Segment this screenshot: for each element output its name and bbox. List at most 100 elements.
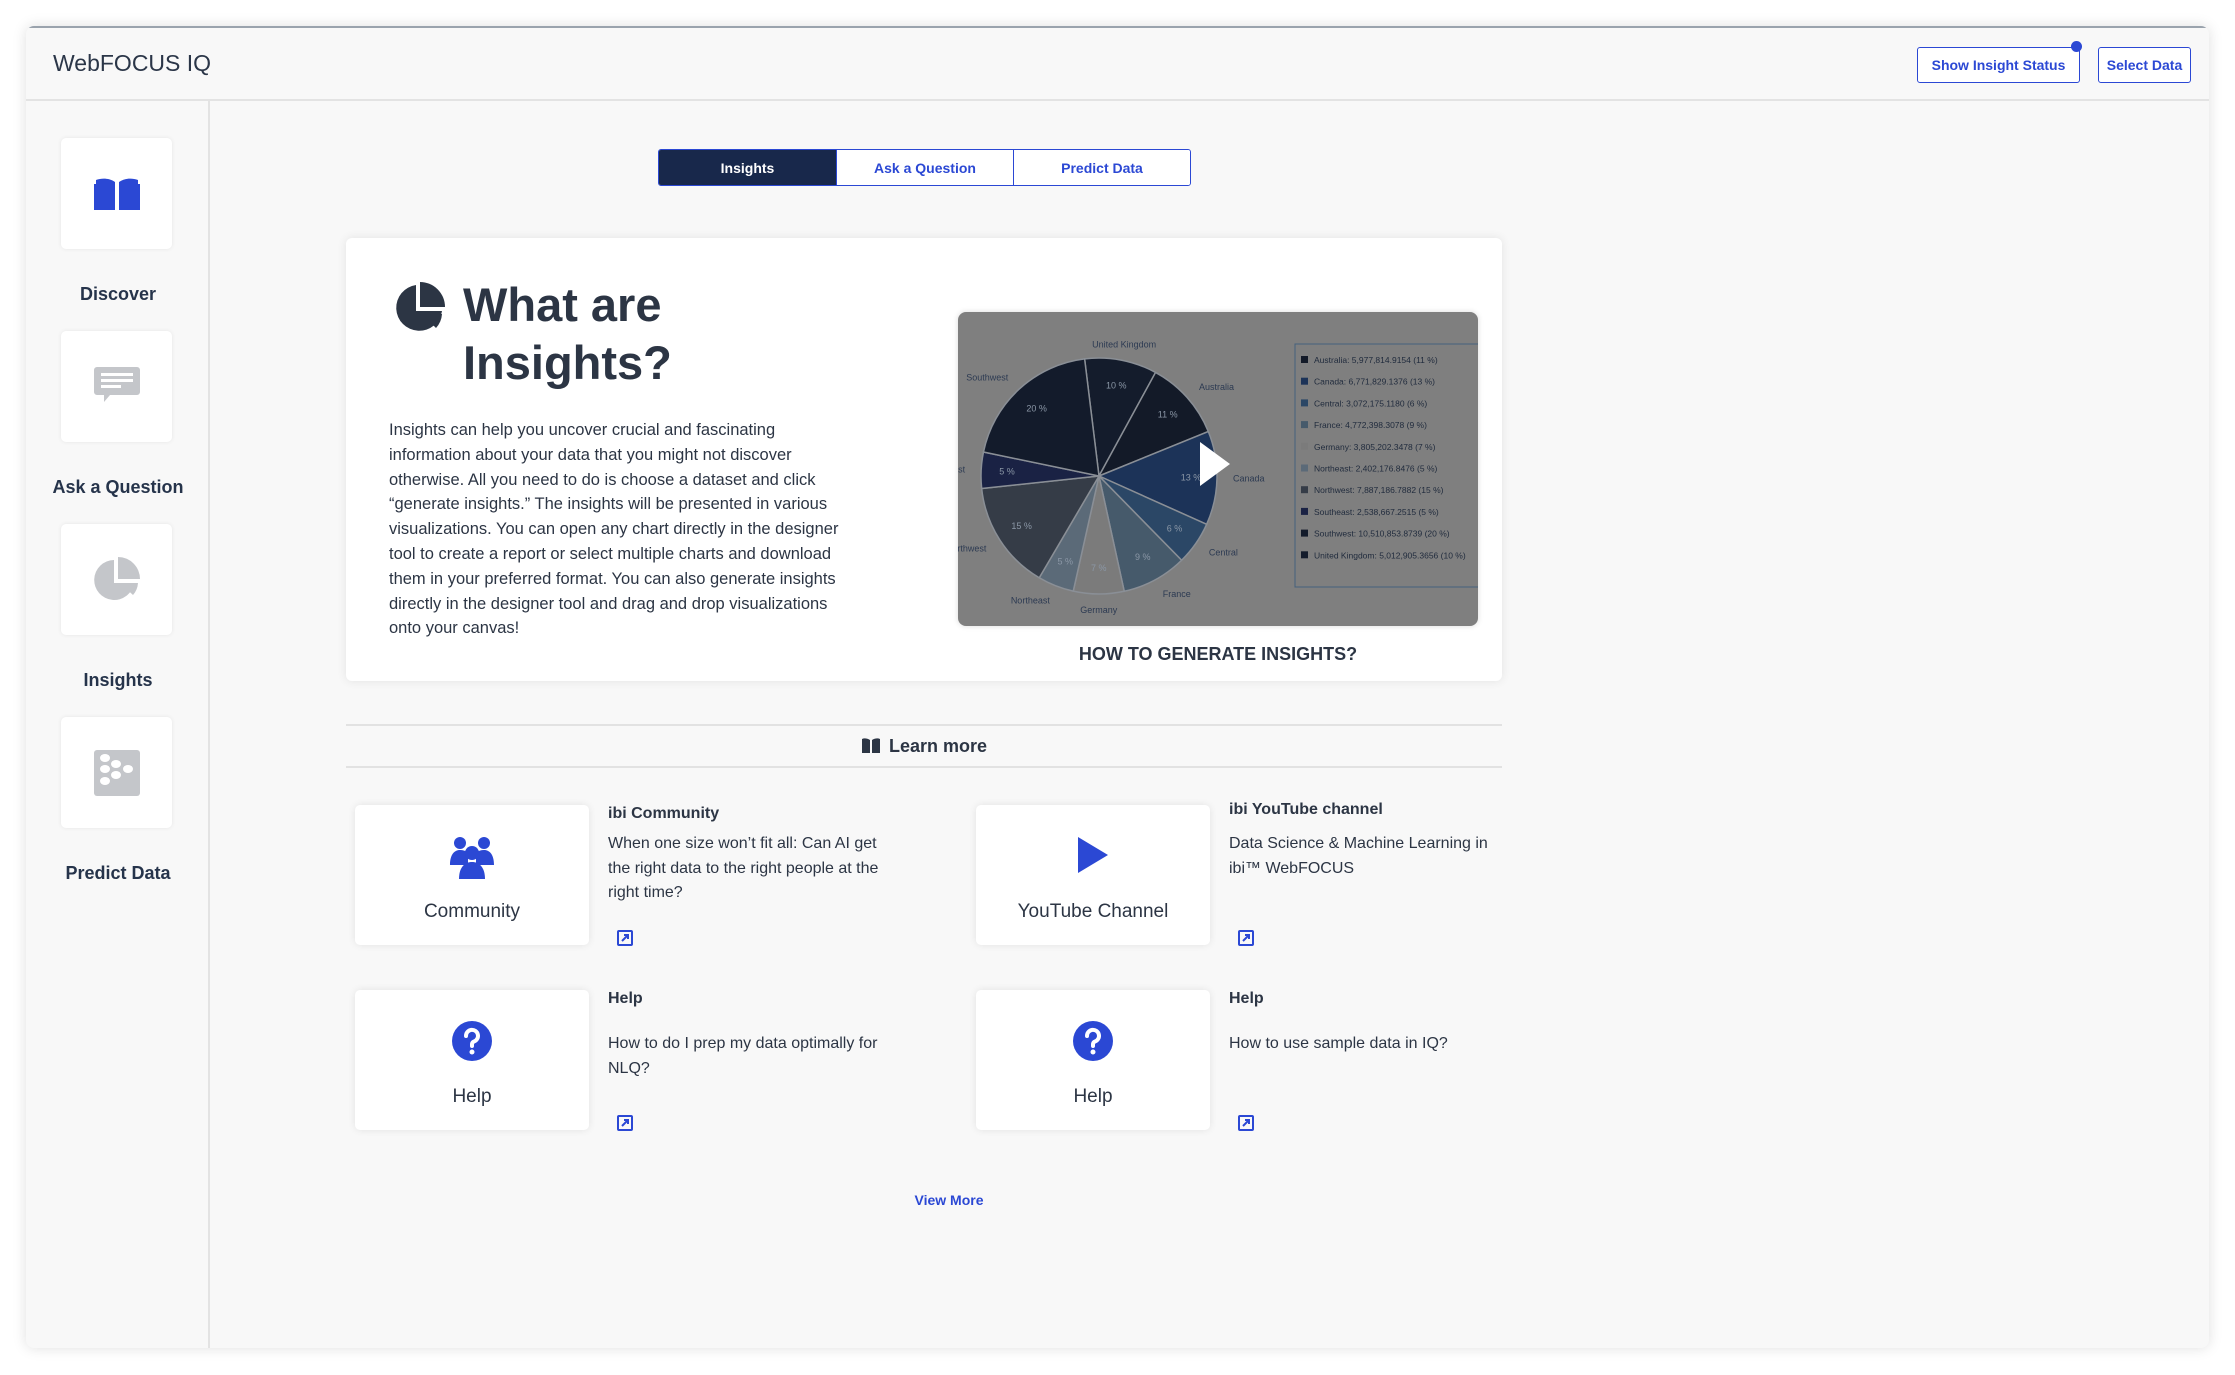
sidebar-item-discover[interactable] xyxy=(61,138,172,249)
sidebar-item-ask-a-question[interactable] xyxy=(61,331,172,442)
legend-entry: Northwest: 7,887,186.7882 (15 %) xyxy=(1314,485,1444,495)
tab-predict-data[interactable]: Predict Data xyxy=(1013,150,1190,185)
view-more-link[interactable]: View More xyxy=(914,1192,984,1208)
sidebar-label: Insights xyxy=(83,670,153,690)
slice-percent-label: 9 % xyxy=(1135,552,1151,562)
external-link-icon[interactable] xyxy=(1238,930,1254,946)
sidebar-item-predict-data[interactable] xyxy=(61,717,172,828)
book-open-icon xyxy=(861,738,880,753)
legend-entry: Southwest: 10,510,853.8739 (20 %) xyxy=(1314,529,1450,539)
pie-slice xyxy=(1097,430,1218,526)
resource-description: Data Science & Machine Learning in ibi™ … xyxy=(1229,835,1488,877)
app-title: WebFOCUS IQ xyxy=(53,50,212,76)
legend-swatch xyxy=(1301,551,1308,559)
community-icon xyxy=(355,835,589,879)
legend-swatch xyxy=(1301,377,1308,385)
legend-swatch xyxy=(1301,529,1308,537)
resource-description: How to use sample data in IQ? xyxy=(1229,1035,1448,1052)
book-open-icon xyxy=(93,178,140,210)
legend-swatch xyxy=(1301,507,1308,515)
resource-card-help[interactable]: Help xyxy=(355,990,589,1130)
resource-card-help[interactable]: Help xyxy=(976,990,1210,1130)
legend-entry: Australia: 5,977,814.9154 (11 %) xyxy=(1314,355,1438,365)
resource-card-label: Community xyxy=(423,901,521,922)
play-icon[interactable] xyxy=(1200,442,1230,486)
resource-title: Help xyxy=(608,990,643,1007)
legend-swatch xyxy=(1301,486,1308,494)
slice-name-label: Northeast xyxy=(1011,596,1051,606)
slice-percent-label: 5 % xyxy=(999,467,1015,477)
mode-tabs: Insights Ask a Question Predict Data xyxy=(658,149,1191,186)
title-line: What are xyxy=(463,278,662,331)
legend-entry: United Kingdom: 5,012,905.3656 (10 %) xyxy=(1314,550,1466,560)
slice-percent-label: 10 % xyxy=(1106,381,1127,391)
insights-intro-card: What are Insights? Insights can help you… xyxy=(346,238,1502,681)
legend-entry: Central: 3,072,175.1180 (6 %) xyxy=(1314,398,1427,408)
resource-description: When one size won’t fit all: Can AI get … xyxy=(608,835,879,901)
select-data-button[interactable]: Select Data xyxy=(2098,47,2191,83)
legend-swatch xyxy=(1301,464,1308,472)
sidebar-label: Discover xyxy=(79,284,157,304)
legend-swatch xyxy=(1301,399,1308,407)
resource-description: How to do I prep my data optimally for N… xyxy=(608,1035,878,1077)
legend-entry: Germany: 3,805,202.3478 (7 %) xyxy=(1314,442,1436,452)
intro-text: Insights can help you uncover crucial an… xyxy=(389,421,839,638)
legend-box xyxy=(1294,343,1478,588)
slice-percent-label: 5 % xyxy=(1057,557,1073,567)
chat-bubble-icon xyxy=(93,366,140,402)
tab-ask-a-question[interactable]: Ask a Question xyxy=(836,150,1013,185)
slice-percent-label: 11 % xyxy=(1158,410,1178,420)
help-icon xyxy=(976,1020,1210,1062)
slice-name-label: Northwest xyxy=(958,544,987,554)
resource-card-label: Help xyxy=(452,1086,492,1107)
pie-chart-icon xyxy=(396,282,445,331)
dots-grid-icon xyxy=(93,749,140,796)
sidebar-item-insights[interactable] xyxy=(61,524,172,635)
pie-slice xyxy=(1083,357,1157,479)
slice-name-label: Canada xyxy=(1233,473,1265,483)
legend-entry: Canada: 6,771,829.1376 (13 %) xyxy=(1314,377,1435,387)
pie-slice xyxy=(980,475,1101,579)
legend-entry: France: 4,772,398.3078 (9 %) xyxy=(1314,420,1427,430)
video-caption: HOW TO GENERATE INSIGHTS? xyxy=(1078,644,1358,664)
external-link-icon[interactable] xyxy=(1238,1115,1254,1131)
pie-chart-icon xyxy=(93,556,140,600)
sidebar: Discover Ask a Question Insights Predict… xyxy=(26,101,210,1348)
resource-card-community[interactable]: Community xyxy=(355,805,589,945)
video-player[interactable]: 10 % United Kingdom 11 % Australia 13 % Canad… xyxy=(958,312,1478,626)
page-title: What are Insights? xyxy=(463,276,763,392)
slice-percent-label: 7 % xyxy=(1091,563,1107,573)
resource-title: ibi Community xyxy=(608,805,720,822)
legend-swatch xyxy=(1301,442,1308,450)
slice-percent-label: 20 % xyxy=(1026,403,1047,413)
resource-card-play[interactable]: YouTube Channel xyxy=(976,805,1210,945)
slice-name-label: Southeast xyxy=(958,464,966,474)
tab-insights[interactable]: Insights xyxy=(659,150,836,185)
external-link-icon[interactable] xyxy=(617,1115,633,1131)
resource-card-label: YouTube Channel xyxy=(1017,901,1169,922)
external-link-icon[interactable] xyxy=(617,930,633,946)
legend-entry: Northeast: 2,402,176.8476 (5 %) xyxy=(1314,464,1437,474)
learn-more-header: Learn more xyxy=(346,724,1502,768)
legend-swatch xyxy=(1301,356,1308,363)
play-icon xyxy=(976,835,1210,875)
slice-name-label: Central xyxy=(1209,548,1238,558)
video-thumbnail: 10 % United Kingdom 11 % Australia 13 % Canad… xyxy=(958,339,1478,615)
slice-percent-label: 6 % xyxy=(1167,524,1183,534)
resource-title: ibi YouTube channel xyxy=(1229,801,1383,818)
header: WebFOCUS IQ Show Insight Status Select D… xyxy=(26,26,2209,101)
legend-swatch xyxy=(1301,421,1308,429)
slice-percent-label: 13 % xyxy=(1181,473,1202,483)
pie-slice xyxy=(982,358,1100,477)
learn-more-title: Learn more xyxy=(888,735,988,756)
help-icon xyxy=(355,1020,589,1062)
resource-card-label: Help xyxy=(1073,1086,1113,1107)
pie-slice xyxy=(1097,371,1210,478)
notification-dot xyxy=(2071,41,2082,52)
legend-entry: Southeast: 2,538,667.2515 (5 %) xyxy=(1314,507,1439,517)
sidebar-label: Predict Data xyxy=(65,863,171,883)
show-insight-status-button[interactable]: Show Insight Status xyxy=(1917,47,2080,83)
slice-name-label: United Kingdom xyxy=(1092,339,1156,349)
title-line: Insights? xyxy=(463,336,672,389)
slice-name-label: Australia xyxy=(1199,382,1234,392)
